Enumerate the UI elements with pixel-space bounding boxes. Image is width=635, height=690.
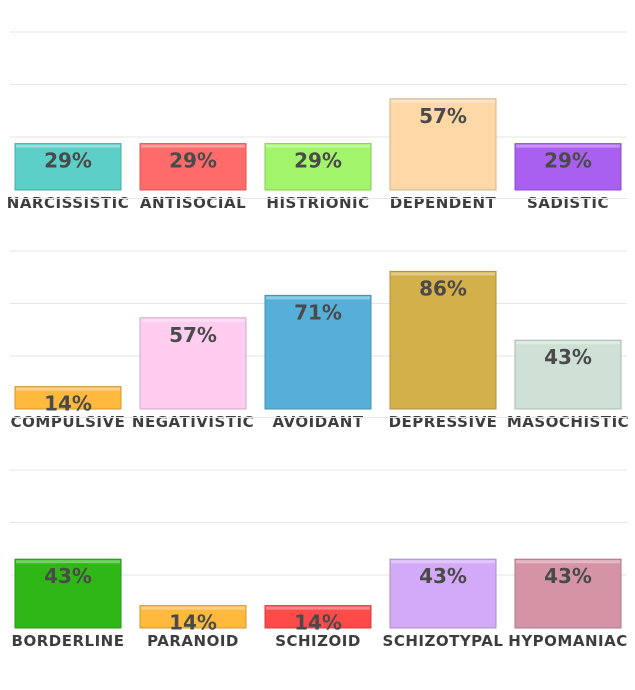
bar-depressive [389, 270, 497, 410]
bar-highlight [141, 606, 245, 610]
bar-highlight [141, 318, 245, 322]
bar-highlight [16, 144, 120, 148]
bar-sadistic [514, 143, 622, 191]
category-label: PARANOID [147, 632, 239, 650]
bar-compulsive [14, 386, 122, 410]
data-label: 29% [294, 149, 342, 173]
bar-histrionic [264, 143, 372, 191]
data-label: 43% [44, 564, 92, 588]
category-label: HYPOMANIAC [508, 632, 627, 650]
category-label: ANTISOCIAL [140, 194, 246, 212]
category-label: SCHIZOID [275, 632, 361, 650]
category-label: DEPENDENT [390, 194, 497, 212]
bar-highlight [266, 296, 370, 300]
category-label: MASOCHISTIC [507, 413, 629, 431]
bar-highlight [391, 560, 495, 564]
bar-dependent [389, 98, 497, 191]
bar-highlight [141, 144, 245, 148]
bar-borderline [14, 558, 122, 629]
bar-highlight [391, 272, 495, 276]
bar-highlight [16, 560, 120, 564]
data-label: 14% [169, 611, 217, 635]
category-label: COMPULSIVE [11, 413, 126, 431]
data-label: 43% [544, 345, 592, 369]
bar-highlight [266, 606, 370, 610]
category-label: NARCISSISTIC [7, 194, 129, 212]
data-label: 29% [544, 149, 592, 173]
bar-highlight [516, 144, 620, 148]
category-label: BORDERLINE [12, 632, 125, 650]
bar-highlight [516, 341, 620, 345]
bar-avoidant [264, 294, 372, 410]
data-label: 71% [294, 300, 342, 324]
category-label: SCHIZOTYPAL [383, 632, 504, 650]
bar-highlight [266, 144, 370, 148]
bar-antisocial [139, 143, 247, 191]
bar-hypomaniac [514, 558, 622, 629]
bar-schizoid [264, 605, 372, 629]
bar-highlight [16, 387, 120, 391]
data-label: 14% [44, 392, 92, 416]
bar-paranoid [139, 605, 247, 629]
bar-negativistic [139, 317, 247, 410]
data-label: 43% [544, 564, 592, 588]
data-label: 29% [169, 149, 217, 173]
bar-narcissistic [14, 143, 122, 191]
data-label: 57% [169, 323, 217, 347]
bar-highlight [516, 560, 620, 564]
data-label: 14% [294, 611, 342, 635]
category-label: HISTRIONIC [266, 194, 369, 212]
data-label: 43% [419, 564, 467, 588]
data-label: 57% [419, 104, 467, 128]
category-label: AVOIDANT [272, 413, 363, 431]
data-label: 86% [419, 276, 467, 300]
category-label: DEPRESSIVE [389, 413, 498, 431]
chart-row-2: 14%COMPULSIVE 57% NEGATIVISTIC 71% AVOIDANT 8… [10, 198, 629, 431]
chart-row-3: 43%BORDERLINE14%PARANOID14%SCHIZOID43%SC… [10, 417, 627, 650]
bar-highlight [391, 99, 495, 103]
bar-schizotypal [389, 558, 497, 629]
chart-row-1: 29% NARCISSISTIC 29% ANTISOCIAL 29% HISTRIONI… [7, 31, 627, 212]
category-label: SADISTIC [527, 194, 609, 212]
category-label: NEGATIVISTIC [132, 413, 254, 431]
data-label: 29% [44, 149, 92, 173]
bar-masochistic [514, 339, 622, 410]
